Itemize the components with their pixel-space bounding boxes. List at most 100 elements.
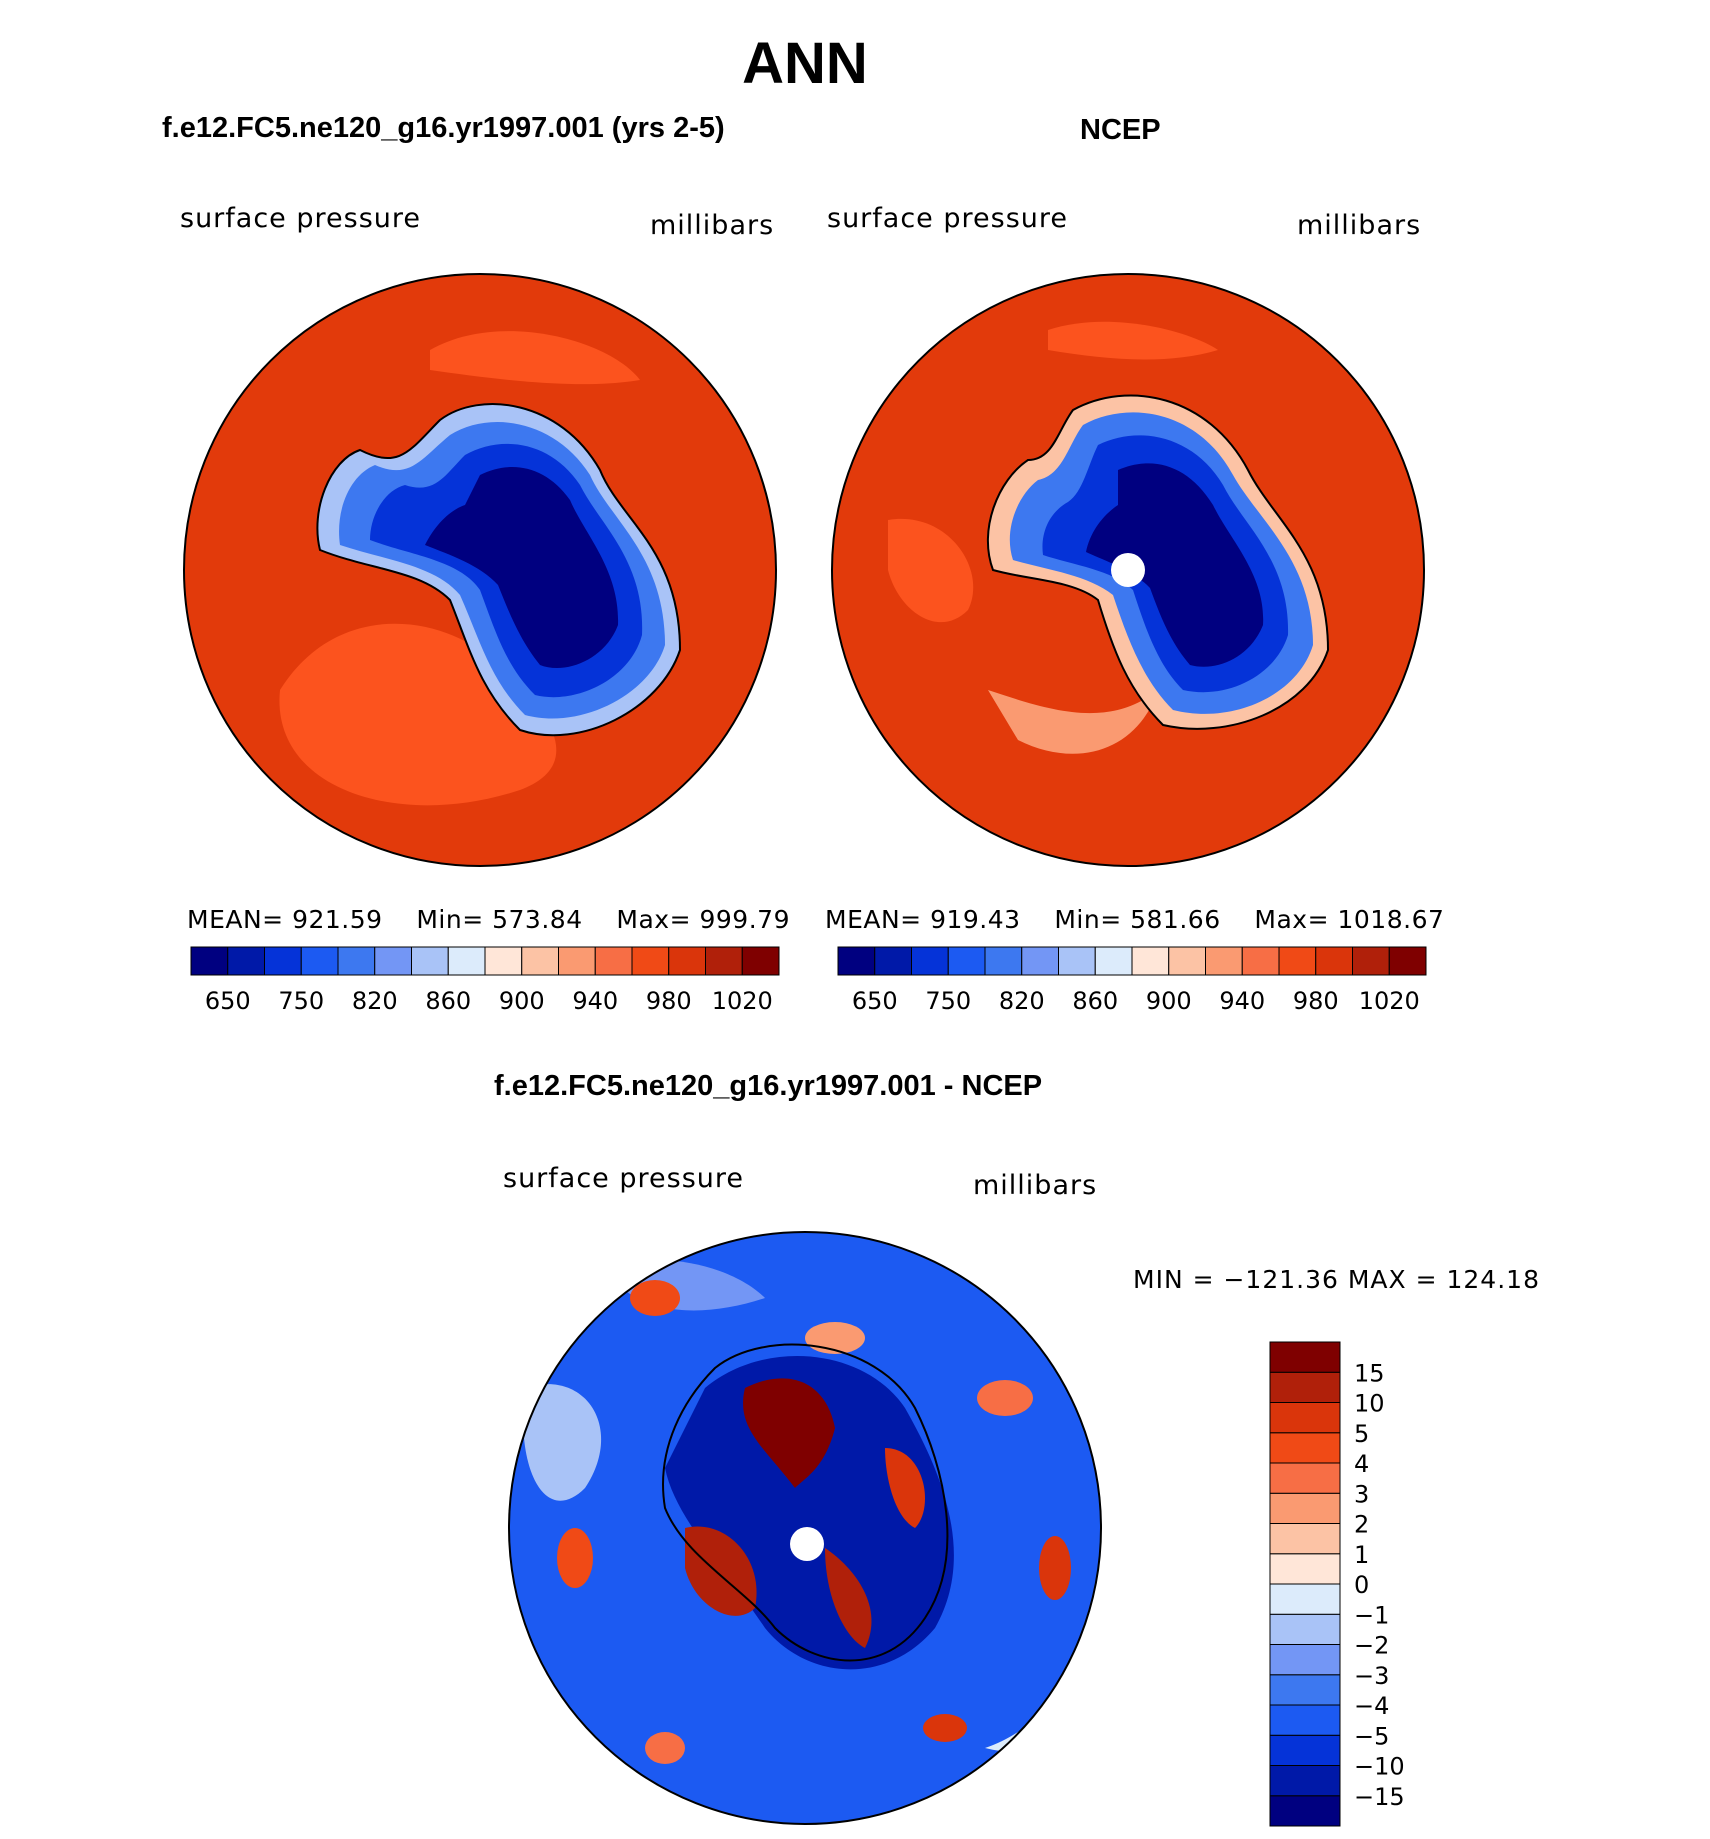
colorbar-tick-label: 0 (1354, 1571, 1369, 1599)
model-units-label: millibars (650, 210, 775, 241)
colorbar-tick-label: −10 (1354, 1753, 1405, 1781)
obs-colorbar: 650 750 820 860 900 940 980 1020 (837, 946, 1427, 1015)
colorbar-swatch (1058, 946, 1096, 976)
colorbar-swatch (337, 946, 376, 976)
colorbar-swatch (1205, 946, 1243, 976)
colorbar-swatch (1269, 1644, 1341, 1676)
diff-positive-blob (557, 1528, 593, 1588)
colorbar-swatch (227, 946, 265, 976)
obs-map-border (831, 273, 1425, 867)
model-variable-label: surface pressure (180, 203, 421, 234)
diff-polar-map (508, 1231, 1102, 1825)
colorbar-swatch (1315, 946, 1353, 976)
diff-coastline (662, 1343, 949, 1662)
colorbar-tick-label: 980 (1293, 987, 1339, 1015)
diff-positive-blob (923, 1714, 967, 1742)
colorbar-swatch (668, 946, 706, 976)
colorbar-tick-label: 750 (925, 987, 971, 1015)
colorbar-tick-label: 900 (499, 987, 545, 1015)
obs-midlevel-patch-south (988, 690, 1158, 754)
colorbar-swatch (1094, 946, 1133, 976)
colorbar-swatch (1241, 946, 1280, 976)
model-panel-title: f.e12.FC5.ne120_g16.yr1997.001 (yrs 2-5) (162, 112, 725, 144)
diff-units-label: millibars (973, 1170, 1098, 1201)
colorbar-swatch (1269, 1402, 1341, 1434)
colorbar-tick-label: 980 (646, 987, 692, 1015)
model-coastline (316, 403, 682, 737)
obs-pole-hole (1111, 553, 1145, 587)
colorbar-swatch (1278, 946, 1317, 976)
colorbar-swatch (1269, 1462, 1341, 1494)
colorbar-swatch (447, 946, 486, 976)
colorbar-tick-label: 820 (999, 987, 1045, 1015)
diff-variable-label: surface pressure (503, 1163, 744, 1194)
obs-panel-title: NCEP (1080, 114, 1161, 146)
colorbar-tick-label: −1 (1354, 1601, 1389, 1629)
colorbar-swatch (1269, 1765, 1341, 1797)
model-colorbar: 650 750 820 860 900 940 980 1020 (190, 946, 780, 1015)
colorbar-swatch (190, 946, 229, 976)
colorbar-swatch (1269, 1371, 1341, 1403)
colorbar-tick-label: 650 (852, 987, 898, 1015)
colorbar-swatch (558, 946, 596, 976)
diff-positive-blob (645, 1732, 685, 1764)
colorbar-tick-label: 1 (1354, 1541, 1369, 1569)
colorbar-swatch (264, 946, 302, 976)
colorbar-tick-label: 10 (1354, 1390, 1385, 1418)
colorbar-swatch (1269, 1613, 1341, 1645)
colorbar-swatch (1269, 1523, 1341, 1555)
diff-panel-title: f.e12.FC5.ne120_g16.yr1997.001 - NCEP (494, 1070, 1043, 1102)
obs-plateau-core (1086, 463, 1264, 667)
colorbar-tick-label: −15 (1354, 1783, 1405, 1811)
colorbar-swatch (1269, 1341, 1341, 1373)
obs-midlevel-patch-north (1048, 321, 1218, 360)
diff-positive-blob (630, 1280, 680, 1316)
colorbar-swatch (1269, 1795, 1341, 1827)
diff-strong-positive (885, 1448, 925, 1528)
colorbar-tick-label: 3 (1354, 1480, 1369, 1508)
model-polar-map (183, 273, 777, 867)
colorbar-swatch (741, 946, 780, 976)
colorbar-tick-label: −3 (1354, 1662, 1389, 1690)
colorbar-swatch (705, 946, 743, 976)
colorbar-tick-label: 650 (205, 987, 251, 1015)
colorbar-tick-label: 2 (1354, 1511, 1369, 1539)
colorbar-swatch (947, 946, 986, 976)
colorbar-swatch (1021, 946, 1059, 976)
model-midlevel-cap (430, 331, 640, 385)
obs-midlevel-patch (888, 518, 974, 623)
colorbar-swatch (984, 946, 1023, 976)
model-map-border (183, 273, 777, 867)
colorbar-swatch (1269, 1734, 1341, 1766)
diff-strong-negative (665, 1355, 954, 1670)
colorbar-tick-label: −2 (1354, 1632, 1389, 1660)
colorbar-tick-label: 750 (278, 987, 324, 1015)
diff-positive-blob (1039, 1536, 1071, 1600)
colorbar-swatch (411, 946, 449, 976)
diff-positive-blob (977, 1380, 1033, 1416)
colorbar-swatch (1269, 1704, 1341, 1736)
colorbar-swatch (300, 946, 339, 976)
obs-units-label: millibars (1297, 210, 1422, 241)
model-stats: MEAN= 921.59 Min= 573.84 Max= 999.79 (187, 905, 790, 934)
colorbar-swatch (1168, 946, 1206, 976)
colorbar-tick-label: 15 (1354, 1359, 1385, 1387)
colorbar-tick-label: 940 (1219, 987, 1265, 1015)
colorbar-swatch (911, 946, 949, 976)
colorbar-tick-label: 860 (425, 987, 471, 1015)
colorbar-tick-label: 1020 (1359, 987, 1420, 1015)
obs-coastline (986, 394, 1330, 730)
colorbar-tick-label: 1020 (712, 987, 773, 1015)
colorbar-swatch (1269, 1583, 1341, 1615)
colorbar-swatch (1269, 1553, 1341, 1585)
diff-strong-positive (685, 1526, 757, 1616)
colorbar-swatch (1269, 1432, 1341, 1464)
colorbar-swatch (374, 946, 412, 976)
colorbar-tick-label: 940 (572, 987, 618, 1015)
colorbar-tick-label: 5 (1354, 1420, 1369, 1448)
colorbar-swatch (1388, 946, 1427, 976)
figure-title: ANN (742, 31, 868, 96)
obs-stats: MEAN= 919.43 Min= 581.66 Max= 1018.67 (825, 905, 1445, 934)
colorbar-tick-label: 820 (352, 987, 398, 1015)
